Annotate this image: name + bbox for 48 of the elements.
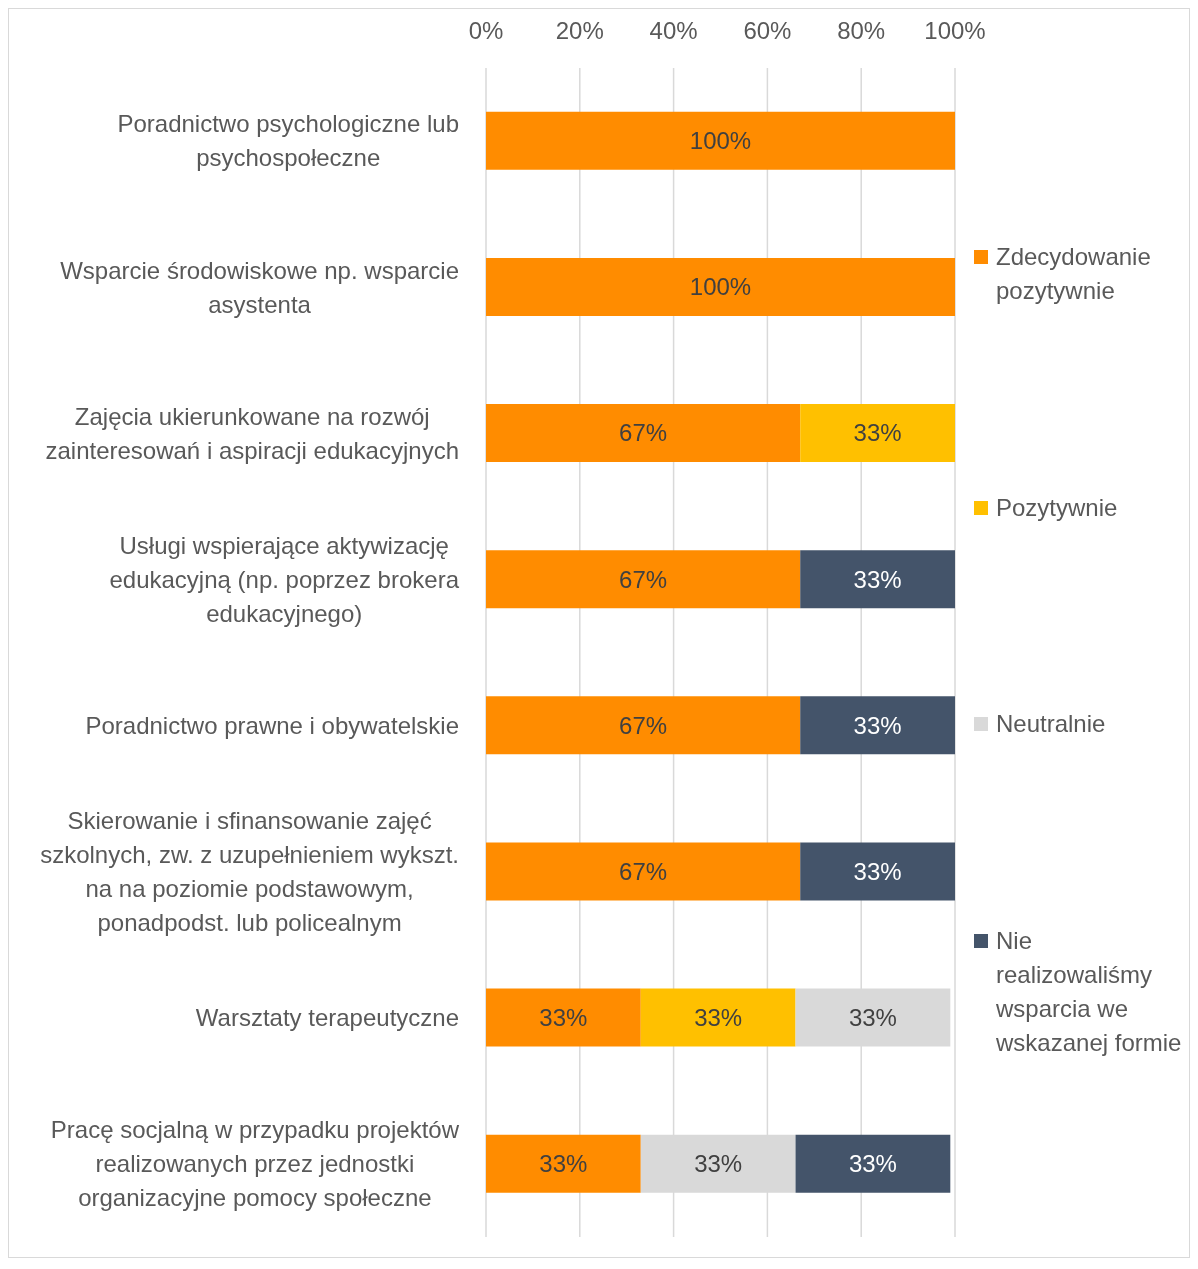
bar [486,1134,641,1193]
y-tick-label: Poradnictwo prawne i obywatelskie [85,711,459,739]
data-label: 33% [848,1003,897,1031]
bar [486,404,801,463]
y-tick-label: Wsparcie środowiskowe np. wsparcie asystenta [60,256,459,318]
legend-label: Zdecydowanie pozytywnie [996,242,1152,306]
y-tick-label: Poradnictwo psychologiczne lub psychospołeczne [117,110,459,172]
data-label: 67% [619,857,668,885]
data-label: 67% [619,419,668,447]
x-tick-label: 60% [743,17,792,44]
data-label: 33% [848,1150,897,1178]
data-label: 33% [539,1003,588,1031]
bar [640,988,796,1047]
data-label: 33% [853,711,902,739]
data-label: 33% [853,565,902,593]
legend-label: Nie realizowaliśmy wsparcia we wskazanej formie [996,925,1183,1058]
data-label: 33% [853,419,902,447]
bar [800,550,955,609]
y-tick-label: Pracę socjalną w przypadku projektów realizowanych przez jednostki organizacyjne pomocy społeczne [50,1116,460,1212]
data-label: 33% [853,857,902,885]
data-label: 33% [539,1150,588,1178]
x-tick-label: 20% [555,17,604,44]
bar [795,1134,951,1193]
bar [800,696,955,755]
y-tick-label: Usługi wspierające aktywizację edukacyjną (np. poprzez brokera edukacyjnego) [109,531,460,627]
data-label: 33% [694,1003,743,1031]
bar [486,696,801,755]
y-tick-label: Warsztaty terapeutyczne [195,1004,459,1032]
x-tick-label: 100% [924,17,986,44]
legend-label: Neutralnie [996,709,1107,740]
bar [486,988,641,1047]
data-label: 67% [619,565,668,593]
x-tick-label: 80% [837,17,886,44]
bar [486,257,955,316]
data-label: 100% [689,127,752,155]
data-label: 67% [619,711,668,739]
x-tick-label: 0% [468,17,504,44]
bar [486,842,801,901]
bar [800,404,955,463]
data-label: 33% [694,1150,743,1178]
data-label: 100% [689,273,752,301]
bar [486,111,955,170]
legend-label: Pozytywnie [996,492,1119,523]
bar [800,842,955,901]
bar [486,550,801,609]
y-tick-label: Zajęcia ukierunkowane na rozwój zainteresowań i aspiracji edukacyjnych [45,402,459,464]
y-tick-label: Skierowanie i sfinansowanie zajęć szkolnych, zw. z uzupełnieniem wykszt. na na poziomie podstawowym, ponadpodst. lub policealnym [40,807,459,937]
x-tick-label: 40% [649,17,698,44]
